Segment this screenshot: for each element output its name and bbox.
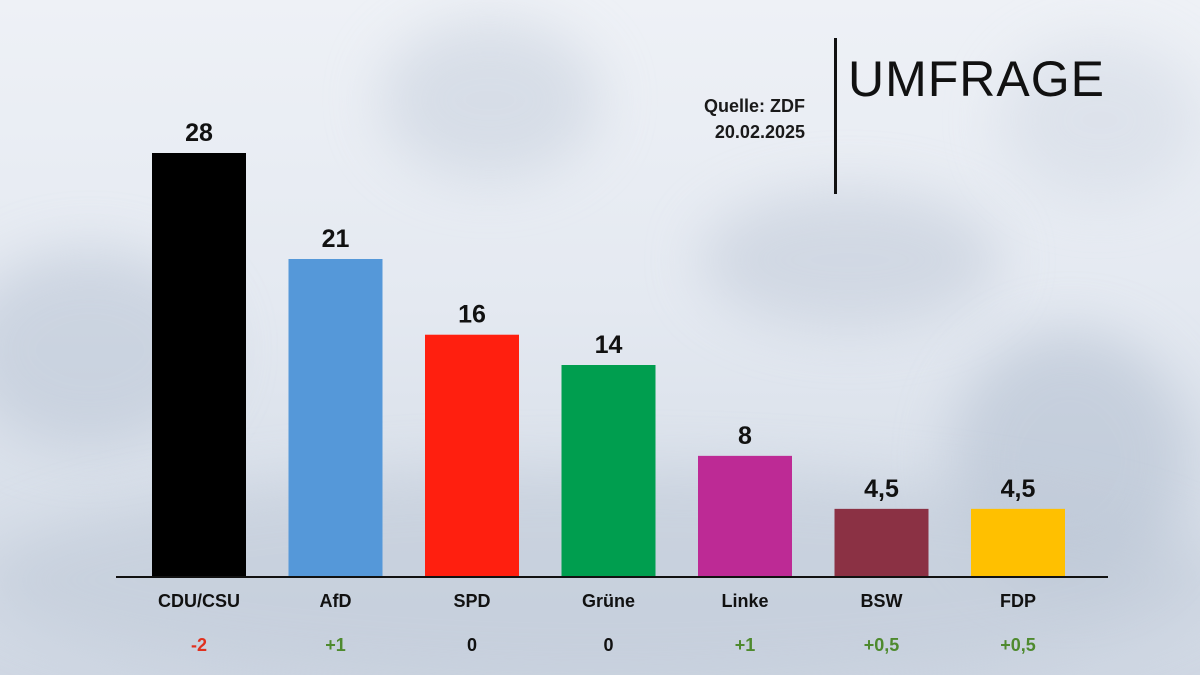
category-label: BSW [861,591,903,611]
change-label: +0,5 [864,635,900,655]
bar-3 [425,334,519,577]
category-label: SPD [453,591,490,611]
change-label: +1 [325,635,346,655]
category-label: AfD [320,591,352,611]
category-label: CDU/CSU [158,591,240,611]
source-label: Quelle: ZDF [703,96,805,116]
bar-5 [698,455,792,577]
bar-6 [834,508,929,577]
change-label: +0,5 [1000,635,1036,655]
value-label: 8 [738,422,752,450]
category-label: Grüne [582,591,635,611]
category-label: FDP [1000,591,1036,611]
value-label: 28 [185,119,213,147]
title-divider [834,38,837,194]
value-label: 4,5 [1001,475,1036,503]
bar-1 [152,153,246,577]
bar-2 [288,259,383,577]
chart-title: UMFRAGE [848,51,1105,107]
change-label: 0 [467,635,477,655]
change-label: -2 [191,635,207,655]
value-label: 14 [595,331,623,359]
value-label: 21 [322,225,350,253]
bar-7 [971,508,1065,577]
value-label: 16 [458,301,486,329]
category-label: Linke [721,591,768,611]
source-info: Quelle: ZDF 20.02.2025 [704,93,805,145]
poll-date: 20.02.2025 [714,122,805,142]
bar-4 [561,365,656,577]
value-label: 4,5 [864,475,899,503]
change-label: +1 [735,635,756,655]
change-label: 0 [603,635,613,655]
